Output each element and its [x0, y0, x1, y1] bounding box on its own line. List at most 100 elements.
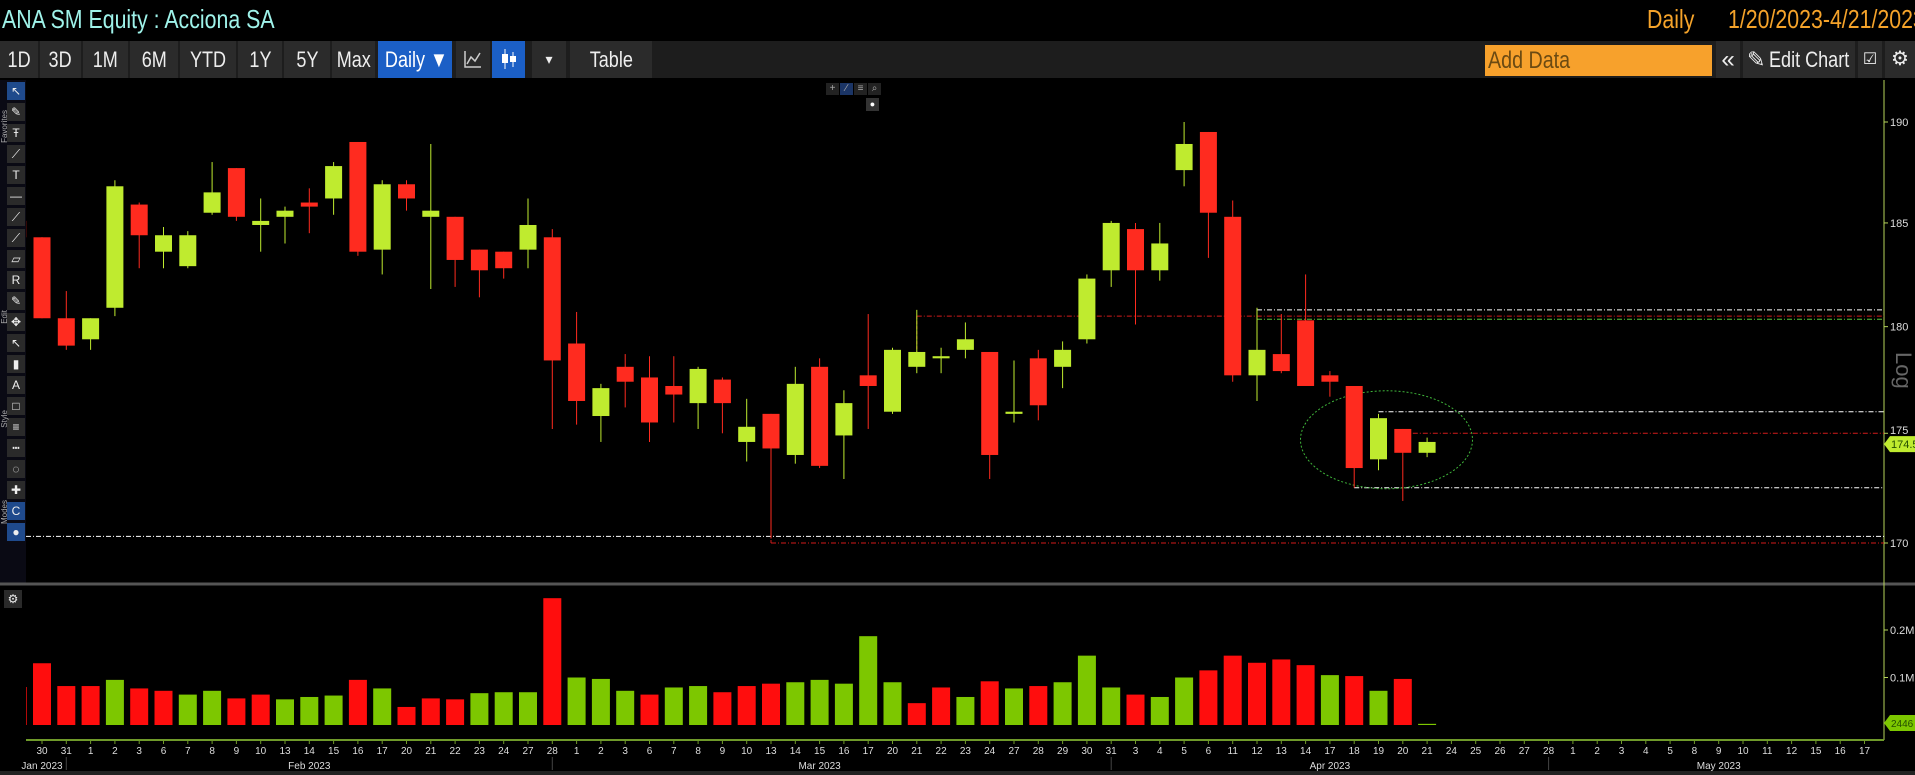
- table-button[interactable]: Table: [570, 41, 652, 78]
- candle-body[interactable]: [981, 351, 999, 455]
- candle-body[interactable]: [835, 403, 853, 436]
- candle-body[interactable]: [33, 237, 51, 319]
- volume-bar[interactable]: [640, 694, 659, 725]
- lasso-icon[interactable]: ◌: [7, 460, 25, 478]
- volume-bar[interactable]: [762, 683, 780, 725]
- candle-body[interactable]: [179, 235, 197, 267]
- candlestick-chart-button[interactable]: [492, 41, 525, 78]
- candle-body[interactable]: [227, 168, 245, 217]
- fibonacci-icon[interactable]: Ŧ: [7, 124, 25, 142]
- volume-bar[interactable]: [834, 683, 853, 725]
- volume-bar[interactable]: [178, 694, 197, 725]
- volume-bar[interactable]: [1150, 696, 1169, 725]
- period-1y-button[interactable]: 1Y: [238, 41, 282, 78]
- line-style-icon[interactable]: ┅: [7, 439, 25, 457]
- period-5y-button[interactable]: 5Y: [284, 41, 330, 78]
- candle-body[interactable]: [1054, 349, 1072, 367]
- log-scale-label[interactable]: Log: [1891, 352, 1915, 389]
- candle-body[interactable]: [713, 379, 731, 404]
- select-add-icon[interactable]: ↖: [7, 334, 25, 352]
- volume-bar[interactable]: [33, 663, 51, 725]
- reset-icon[interactable]: ●: [866, 98, 879, 111]
- candle-body[interactable]: [1394, 428, 1412, 453]
- period-max-button[interactable]: Max: [332, 41, 375, 78]
- candle-body[interactable]: [1127, 229, 1144, 271]
- candle-body[interactable]: [495, 251, 513, 269]
- candle-body[interactable]: [884, 349, 901, 412]
- trash-icon[interactable]: ▮: [7, 355, 25, 373]
- volume-bar[interactable]: [397, 706, 416, 725]
- line-width-icon[interactable]: ≡: [7, 418, 25, 436]
- volume-bar[interactable]: [1296, 665, 1315, 725]
- color-fill-icon[interactable]: □: [7, 397, 25, 415]
- volume-bar[interactable]: [203, 690, 222, 725]
- zoom-icon[interactable]: ⌕: [868, 83, 881, 95]
- color-mode-icon[interactable]: ●: [7, 523, 25, 541]
- volume-bar[interactable]: [348, 679, 367, 725]
- volume-bar[interactable]: [519, 692, 537, 725]
- candle-body[interactable]: [1224, 216, 1242, 376]
- regression-icon[interactable]: R: [7, 271, 25, 289]
- volume-bar[interactable]: [859, 636, 878, 725]
- volume-bar[interactable]: [664, 687, 683, 725]
- candle-body[interactable]: [155, 235, 172, 252]
- period-ytd-button[interactable]: YTD: [180, 41, 236, 78]
- volume-bar[interactable]: [300, 696, 319, 725]
- candle-body[interactable]: [252, 220, 270, 225]
- volume-bar[interactable]: [154, 690, 173, 725]
- candle-body[interactable]: [1321, 375, 1339, 382]
- candle-body[interactable]: [543, 237, 561, 361]
- volume-bar[interactable]: [956, 696, 975, 725]
- candle-body[interactable]: [1370, 418, 1387, 460]
- horizontal-line-icon[interactable]: —: [7, 187, 25, 205]
- candle-body[interactable]: [1418, 441, 1436, 453]
- crosshair-icon[interactable]: +: [826, 83, 839, 95]
- volume-bar[interactable]: [1175, 677, 1194, 726]
- candle-body[interactable]: [57, 318, 75, 346]
- candle-body[interactable]: [130, 204, 148, 236]
- candle-body[interactable]: [1078, 278, 1096, 340]
- volume-bar[interactable]: [1345, 676, 1364, 725]
- volume-bar[interactable]: [932, 687, 951, 725]
- text-icon[interactable]: T: [7, 166, 25, 184]
- settings-button[interactable]: ⚙: [1885, 41, 1915, 78]
- volume-bar[interactable]: [1029, 686, 1048, 725]
- period-1m-button[interactable]: 1M: [83, 41, 128, 78]
- pencil-edit-icon[interactable]: ✎: [7, 292, 25, 310]
- volume-bar[interactable]: [1272, 659, 1291, 725]
- line-chart-button[interactable]: [456, 41, 490, 78]
- candle-body[interactable]: [1345, 385, 1363, 469]
- candle-body[interactable]: [1297, 320, 1315, 386]
- candle-body[interactable]: [689, 368, 707, 404]
- volume-bar[interactable]: [1077, 655, 1096, 725]
- volume-bar[interactable]: [227, 698, 246, 725]
- ray-icon[interactable]: ⟋: [7, 208, 25, 226]
- candle-body[interactable]: [82, 318, 100, 340]
- candle-body[interactable]: [1175, 143, 1193, 171]
- candle-body[interactable]: [665, 385, 683, 395]
- volume-bar[interactable]: [130, 688, 149, 725]
- candle-body[interactable]: [641, 377, 658, 423]
- volume-bar[interactable]: [980, 681, 999, 725]
- volume-bar[interactable]: [373, 688, 392, 725]
- volume-bar[interactable]: [689, 686, 708, 725]
- candle-body[interactable]: [1248, 349, 1266, 376]
- candle-body[interactable]: [106, 186, 124, 308]
- candle-body[interactable]: [422, 210, 440, 217]
- highlight-ellipse[interactable]: [1300, 390, 1473, 490]
- magnet-icon[interactable]: C: [7, 502, 25, 520]
- candle-body[interactable]: [300, 202, 318, 207]
- date-range-label[interactable]: 1/20/2023-4/21/2023: [1728, 4, 1915, 34]
- edit-chart-button[interactable]: ✎ Edit Chart: [1743, 41, 1855, 78]
- volume-bar[interactable]: [1102, 687, 1121, 725]
- candle-body[interactable]: [762, 413, 780, 449]
- volume-bar[interactable]: [1199, 670, 1218, 725]
- collapse-button[interactable]: «: [1716, 41, 1740, 78]
- volume-bar[interactable]: [786, 682, 805, 725]
- pointer-icon[interactable]: ↖: [7, 82, 25, 100]
- segment-icon[interactable]: ⟋: [7, 229, 25, 247]
- volume-bar[interactable]: [1248, 662, 1266, 725]
- candle-body[interactable]: [568, 343, 586, 401]
- candle-body[interactable]: [276, 210, 294, 217]
